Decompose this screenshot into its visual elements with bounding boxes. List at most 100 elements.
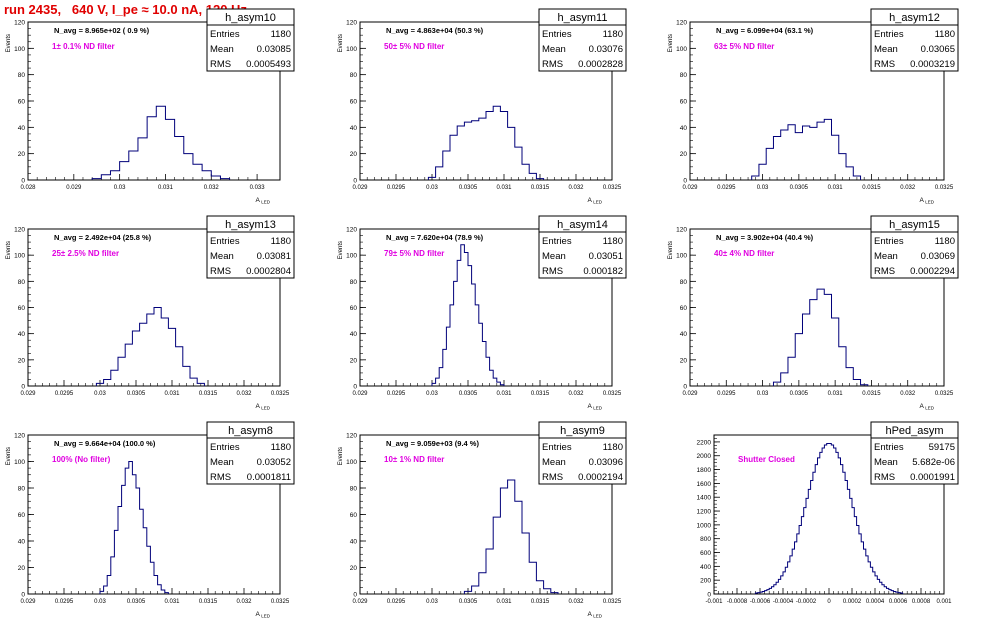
y-axis-title: Events xyxy=(6,34,12,52)
stats-value: 0.0005493 xyxy=(246,59,291,70)
stats-title: hPed_asym xyxy=(885,425,943,437)
x-tick-label: 0.0315 xyxy=(199,599,218,605)
x-tick-label: 0.0004 xyxy=(866,599,885,605)
y-tick-label: 20 xyxy=(18,565,26,572)
x-tick-label: 0.029 xyxy=(20,599,36,605)
y-tick-label: 0 xyxy=(683,178,687,185)
y-tick-label: 40 xyxy=(18,331,26,338)
stats-value: 1180 xyxy=(271,442,291,453)
stats-value: 0.0002294 xyxy=(910,266,955,277)
x-tick-label: -0.0004 xyxy=(773,599,794,605)
y-tick-label: 0 xyxy=(707,592,711,599)
y-tick-label: 1400 xyxy=(697,495,712,502)
stats-title: h_asym15 xyxy=(889,219,940,231)
y-tick-label: 80 xyxy=(680,279,688,286)
y-tick-label: 20 xyxy=(350,565,358,572)
y-tick-label: 80 xyxy=(18,279,26,286)
y-tick-label: 20 xyxy=(18,151,26,158)
x-tick-label: 0.029 xyxy=(682,185,698,191)
stats-key: RMS xyxy=(542,266,563,277)
y-tick-label: 20 xyxy=(350,151,358,158)
stats-box xyxy=(870,8,959,72)
stats-box xyxy=(870,215,959,279)
stats-key: Mean xyxy=(542,251,566,262)
y-tick-label: 60 xyxy=(18,99,26,106)
stats-key: Mean xyxy=(874,457,898,468)
histogram-line xyxy=(751,118,862,180)
x-tick-label: 0.03 xyxy=(94,599,106,605)
x-tick-label: 0.0295 xyxy=(55,391,74,397)
y-tick-label: 20 xyxy=(680,357,688,364)
y-tick-label: 100 xyxy=(14,46,25,53)
stats-title: h_asym10 xyxy=(225,12,276,24)
x-axis-title: A LED xyxy=(255,611,270,619)
stats-value: 1180 xyxy=(935,236,955,247)
y-axis-title: Events xyxy=(668,241,674,259)
x-tick-label: 0.0295 xyxy=(717,185,736,191)
x-tick-label: 0.0305 xyxy=(127,599,146,605)
filter-annotation: 1± 0.1% ND filter xyxy=(52,42,115,51)
x-tick-label: 0.032 xyxy=(204,185,220,191)
stats-key: Mean xyxy=(210,457,234,468)
histogram-line xyxy=(91,105,231,180)
x-tick-label: -0.001 xyxy=(705,599,723,605)
panel-h_asym8: 0 20 40 60 80 100 120 0.029 0.0295 0.03 0.0305 0.03… xyxy=(6,421,295,619)
y-tick-label: 1000 xyxy=(697,522,712,529)
y-tick-label: 40 xyxy=(350,331,358,338)
panel-h_asym14: 0 20 40 60 80 100 120 0.029 0.0295 0.03 0.0305 0.03… xyxy=(338,215,627,411)
y-tick-label: 0 xyxy=(683,384,687,391)
y-tick-label: 120 xyxy=(676,227,687,234)
x-tick-label: 0.0295 xyxy=(55,599,74,605)
x-tick-label: 0.0305 xyxy=(790,391,809,397)
x-tick-label: 0.0325 xyxy=(935,391,954,397)
stats-key: Mean xyxy=(542,457,566,468)
stats-value: 0.0002828 xyxy=(578,59,623,70)
y-tick-label: 100 xyxy=(346,459,357,466)
x-tick-label: 0.029 xyxy=(352,599,368,605)
x-tick-label: 0.0305 xyxy=(127,391,146,397)
y-tick-label: 40 xyxy=(680,331,688,338)
x-tick-label: 0.0315 xyxy=(531,185,550,191)
x-tick-label: 0.029 xyxy=(352,185,368,191)
x-tick-label: -0.0008 xyxy=(727,599,748,605)
y-tick-label: 200 xyxy=(700,578,711,585)
stats-key: Mean xyxy=(874,44,898,55)
y-tick-label: 80 xyxy=(680,72,688,79)
stats-key: Entries xyxy=(874,236,904,247)
y-axis-title: Events xyxy=(6,241,12,259)
x-tick-label: 0.03 xyxy=(426,599,438,605)
y-tick-label: 0 xyxy=(21,384,25,391)
x-tick-label: 0.031 xyxy=(164,599,180,605)
x-tick-label: 0.0325 xyxy=(603,391,622,397)
stats-value: 1180 xyxy=(603,442,623,453)
y-tick-label: 100 xyxy=(14,253,25,260)
x-axis-title: A LED xyxy=(919,197,934,205)
x-tick-label: 0.0325 xyxy=(271,599,290,605)
histogram-line xyxy=(431,244,505,386)
y-tick-label: 80 xyxy=(18,486,26,493)
n-avg-label: N_avg = 2.492e+04 (25.8 %) xyxy=(54,233,152,242)
stats-box xyxy=(206,215,295,279)
y-tick-label: 0 xyxy=(353,592,357,599)
histogram-line xyxy=(427,105,545,180)
stats-key: Entries xyxy=(210,236,240,247)
stats-value: 0.0002194 xyxy=(578,472,623,483)
stats-title: h_asym14 xyxy=(557,219,608,231)
filter-annotation: 10± 1% ND filter xyxy=(384,455,444,464)
y-tick-label: 120 xyxy=(346,227,357,234)
x-tick-label: 0.001 xyxy=(936,599,952,605)
y-tick-label: 100 xyxy=(346,46,357,53)
stats-value: 0.0002804 xyxy=(246,266,291,277)
stats-key: Entries xyxy=(542,29,572,40)
filter-annotation: Shutter Closed xyxy=(738,455,795,464)
x-tick-label: 0.031 xyxy=(828,185,844,191)
stats-key: Mean xyxy=(874,251,898,262)
n-avg-label: N_avg = 8.965e+02 ( 0.9 %) xyxy=(54,26,150,35)
y-tick-label: 60 xyxy=(680,99,688,106)
x-tick-label: 0.031 xyxy=(158,185,174,191)
stats-value: 0.03052 xyxy=(257,457,291,468)
stats-title: h_asym9 xyxy=(560,425,605,437)
x-axis-title: A LED xyxy=(587,611,602,619)
x-tick-label: 0 xyxy=(827,599,831,605)
